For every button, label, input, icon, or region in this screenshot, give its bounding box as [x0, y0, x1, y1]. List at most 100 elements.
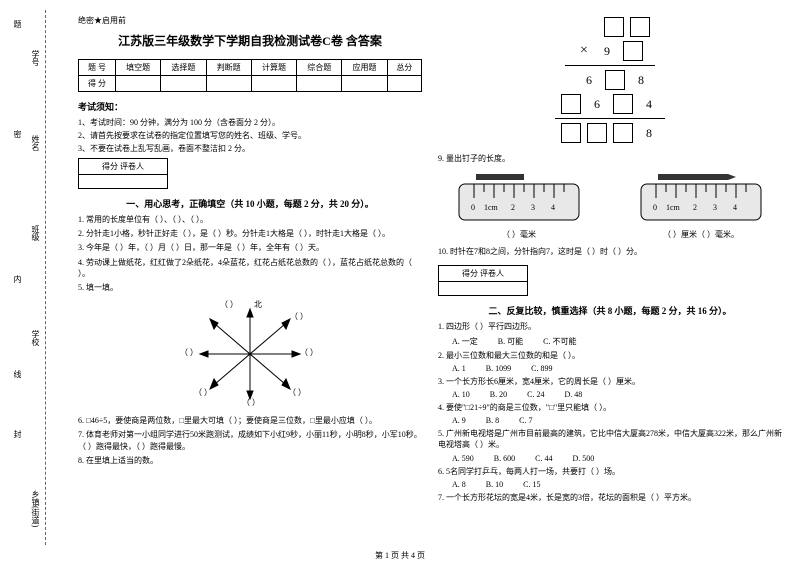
sb-mark-4: 封	[12, 430, 23, 438]
q2: 2. 分针走1小格，秒针正好走（ ），是（ ）秒。分针走1大格是（ ），时针走1…	[78, 228, 422, 239]
m-r5c3: 8	[639, 126, 659, 141]
grader-box-1: 得分 评卷人	[78, 158, 168, 189]
mc3-d[interactable]: D. 48	[564, 390, 582, 399]
mc5-a[interactable]: A. 590	[452, 454, 474, 463]
cp-0: （ ）	[220, 299, 238, 310]
mc4-q: 4. 要使"□21÷9"的商是三位数，"□"里只能填（ ）。	[438, 402, 782, 413]
sc-4[interactable]	[251, 76, 296, 92]
ruler-1: 0 1cm 2 3 4 （ ）毫米	[454, 170, 584, 240]
q7: 7. 体育老师对第一小组同学进行50米跑测试，成绩如下小红9秒，小丽11秒，小明…	[78, 429, 422, 451]
m-r5c1[interactable]	[587, 123, 607, 143]
cp-6: （ ）	[288, 387, 306, 398]
th-6: 应用题	[342, 60, 387, 76]
mc3-b[interactable]: B. 20	[490, 390, 507, 399]
grader-box-2: 得分 评卷人	[438, 265, 528, 296]
m-r3c2[interactable]	[605, 70, 625, 90]
mc2-a[interactable]: A. 1	[452, 364, 466, 373]
left-column: 绝密★启用前 江苏版三年级数学下学期自我检测试卷C卷 含答案 题 号 填空题 选…	[70, 15, 430, 555]
m-r5c2[interactable]	[613, 123, 633, 143]
mc5-b[interactable]: B. 600	[494, 454, 515, 463]
m-r4c0[interactable]	[561, 94, 581, 114]
m-r4c2[interactable]	[613, 94, 633, 114]
q5: 5. 填一填。	[78, 282, 422, 293]
row-label: 得 分	[79, 76, 116, 92]
mc4-a[interactable]: A. 9	[452, 416, 466, 425]
m-r4c1: 6	[587, 97, 607, 112]
part2-title: 二、反复比较，慎重选择（共 8 小题，每题 2 分，共 16 分）。	[438, 304, 782, 317]
mc5-d[interactable]: D. 500	[572, 454, 594, 463]
th-5: 综合题	[297, 60, 342, 76]
svg-text:4: 4	[551, 203, 555, 212]
sc-5[interactable]	[297, 76, 342, 92]
sb-field-0: 学号	[30, 50, 41, 66]
grader-blank-2[interactable]	[439, 282, 528, 296]
th-7: 总分	[387, 60, 421, 76]
sb-field-3: 学校	[30, 330, 41, 346]
th-3: 判断题	[206, 60, 251, 76]
mc6-c[interactable]: C. 15	[523, 480, 540, 489]
sb-mark-1: 密	[12, 130, 23, 138]
sb-field-4: 乡镇(街道)	[30, 490, 41, 527]
mc6-q: 6. 5名同学打乒乓，每两人打一场，共要打（ ）场。	[438, 466, 782, 477]
mc3-c[interactable]: C. 24	[527, 390, 544, 399]
mc2-b[interactable]: B. 1099	[486, 364, 511, 373]
th-4: 计算题	[251, 60, 296, 76]
mc4-b[interactable]: B. 8	[486, 416, 499, 425]
sc-7[interactable]	[387, 76, 421, 92]
mc4-opts: A. 9 B. 8 C. 7	[452, 416, 782, 425]
sb-mark-0: 题	[12, 20, 23, 28]
grader-blank-1[interactable]	[79, 175, 168, 189]
svg-text:3: 3	[713, 203, 717, 212]
ruler1-caption: （ ）毫米	[454, 229, 584, 240]
page-root: 题 学号 密 姓名 班级 内 学校 线 封 乡镇(街道) 绝密★启用前 江苏版三…	[0, 0, 800, 565]
mult-sign: ×	[577, 43, 591, 59]
ruler-2: 0 1cm 2 3 4 （ ）厘米（ ）毫米。	[636, 170, 766, 240]
mc1-c[interactable]: C. 不可能	[543, 336, 576, 347]
q6: 6. □46÷5，要使商是两位数，□里最大可填（ ）；要使商是三位数，□里最小应…	[78, 415, 422, 426]
sb-mark-3: 线	[12, 370, 23, 378]
mc2-c[interactable]: C. 899	[531, 364, 552, 373]
svg-text:2: 2	[693, 203, 697, 212]
mc5-c[interactable]: C. 44	[535, 454, 552, 463]
sc-1[interactable]	[116, 76, 161, 92]
svg-text:3: 3	[531, 203, 535, 212]
m-r2c2[interactable]	[623, 41, 643, 61]
svg-text:4: 4	[733, 203, 737, 212]
score-value-row: 得 分	[79, 76, 422, 92]
mc3-a[interactable]: A. 10	[452, 390, 470, 399]
sc-3[interactable]	[206, 76, 251, 92]
mc3-q: 3. 一个长方形长6厘米，宽4厘米，它的周长是（ ）厘米。	[438, 376, 782, 387]
sb-mark-2: 内	[12, 275, 23, 283]
mc2-opts: A. 1 B. 1099 C. 899	[452, 364, 782, 373]
multiplication-problem: × 9 6 8 6 4	[438, 15, 782, 145]
q3: 3. 今年是（ ）年，（ ）月（ ）日，那一年是（ ）年，全年有（ ）天。	[78, 242, 422, 253]
mult-line-2	[555, 118, 665, 119]
score-table: 题 号 填空题 选择题 判断题 计算题 综合题 应用题 总分 得 分	[78, 59, 422, 92]
ruler2-svg: 0 1cm 2 3 4	[636, 170, 766, 225]
m-r1c1[interactable]	[604, 17, 624, 37]
cp-1: （ ）	[290, 311, 308, 322]
content-area: 绝密★启用前 江苏版三年级数学下学期自我检测试卷C卷 含答案 题 号 填空题 选…	[60, 0, 800, 565]
binding-sidebar: 题 学号 密 姓名 班级 内 学校 线 封 乡镇(街道)	[0, 0, 60, 565]
mc6-b[interactable]: B. 10	[486, 480, 503, 489]
mc3-opts: A. 10 B. 20 C. 24 D. 48	[452, 390, 782, 399]
sc-6[interactable]	[342, 76, 387, 92]
mc1-a[interactable]: A. 一定	[452, 336, 478, 347]
m-r1c2[interactable]	[630, 17, 650, 37]
rule-2: 2、请首先按要求在试卷的指定位置填写您的姓名、班级、学号。	[78, 130, 422, 141]
sc-2[interactable]	[161, 76, 206, 92]
ruler1-svg: 0 1cm 2 3 4	[454, 170, 584, 225]
cp-4: （ ）	[194, 387, 212, 398]
mc7-q: 7. 一个长方形花坛的宽是4米，长是宽的3倍，花坛的面积是（ ）平方米。	[438, 492, 782, 503]
mc5-opts: A. 590 B. 600 C. 44 D. 500	[452, 454, 782, 463]
exam-title: 江苏版三年级数学下学期自我检测试卷C卷 含答案	[78, 32, 422, 49]
ruler-row: 0 1cm 2 3 4 （ ）毫米	[438, 170, 782, 240]
m-r3c3: 8	[631, 73, 651, 88]
m-r5c0[interactable]	[561, 123, 581, 143]
q8: 8. 在里填上适当的数。	[78, 455, 422, 466]
mc2-q: 2. 最小三位数和最大三位数的和是（ ）。	[438, 350, 782, 361]
rule-1: 1、考试时间：90 分钟，满分为 100 分（含卷面分 2 分）。	[78, 117, 422, 128]
mc6-a[interactable]: A. 8	[452, 480, 466, 489]
mc4-c[interactable]: C. 7	[519, 416, 532, 425]
mc1-b[interactable]: B. 可能	[498, 336, 523, 347]
